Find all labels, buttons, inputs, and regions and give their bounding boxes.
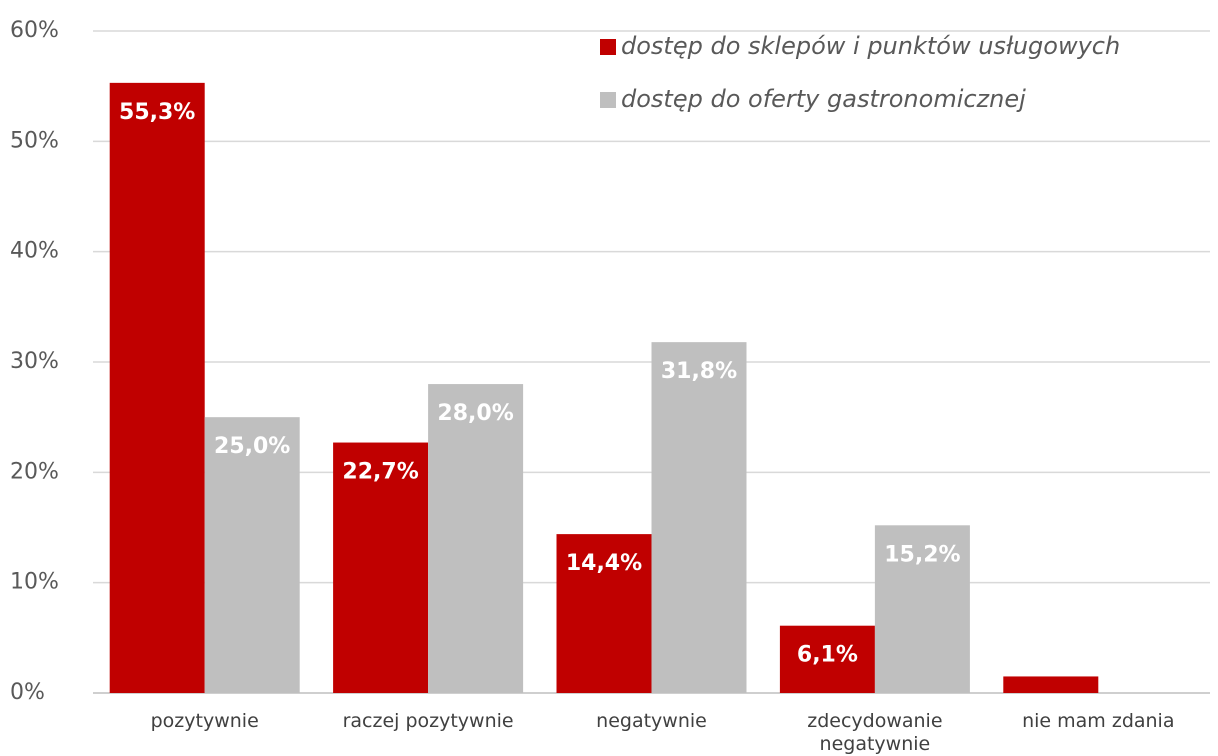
x-tick-label: negatywnie	[596, 710, 707, 732]
data-label: 22,7%	[342, 460, 418, 485]
bar	[109, 82, 205, 693]
x-tick-label: pozytywnie	[150, 710, 259, 732]
y-tick-label: 50%	[10, 128, 59, 153]
bar	[556, 534, 652, 693]
legend-label: dostęp do oferty gastronomicznej	[621, 85, 1026, 113]
y-tick-label: 20%	[10, 459, 59, 484]
x-tick-label: nie mam zdania	[1022, 710, 1175, 732]
data-label: 14,4%	[566, 551, 642, 576]
bar	[874, 525, 970, 693]
bar	[333, 442, 429, 693]
y-tick-label: 40%	[10, 239, 59, 264]
data-label: 31,8%	[661, 359, 737, 384]
legend-swatch	[600, 39, 616, 55]
x-tick-label: raczej pozytywnie	[342, 710, 514, 732]
data-label: 6,1%	[797, 643, 858, 668]
bar	[651, 342, 747, 693]
bar	[1003, 676, 1099, 693]
y-tick-label: 60%	[10, 18, 59, 43]
legend-label: dostęp do sklepów i punktów usługowych	[621, 32, 1120, 60]
bar	[204, 417, 300, 693]
y-tick-label: 30%	[10, 349, 59, 374]
data-label: 55,3%	[119, 100, 195, 125]
y-tick-label: 0%	[10, 680, 45, 705]
y-tick-label: 10%	[10, 570, 59, 595]
data-label: 28,0%	[437, 401, 513, 426]
data-label: 25,0%	[214, 434, 290, 459]
bar	[779, 625, 875, 693]
bar	[428, 384, 524, 693]
data-label: 15,2%	[884, 542, 960, 567]
legend-swatch	[600, 92, 616, 108]
x-tick-label: zdecydowanie negatywnie	[807, 710, 943, 755]
